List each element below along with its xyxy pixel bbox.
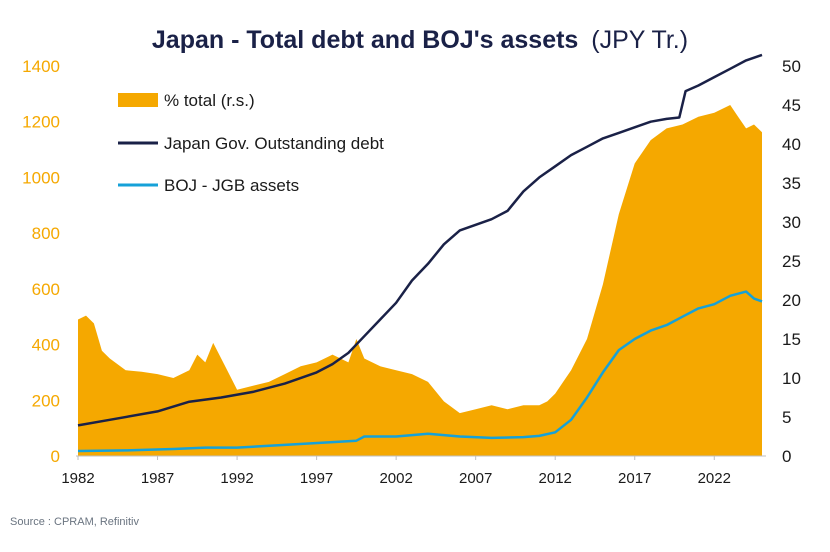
y-left-tick-label: 600 (32, 280, 60, 299)
line-series-layer (77, 53, 763, 453)
y-right-tick-label: 35 (782, 174, 801, 193)
y-right-tick-label: 50 (782, 57, 801, 76)
y-right-axis-ticks: 0 5 10 15 20 25 30 35 40 45 50 (782, 57, 801, 466)
y-right-tick-label: 5 (782, 408, 791, 427)
y-left-tick-label: 1400 (22, 57, 60, 76)
x-tick-label: 2007 (459, 470, 492, 487)
y-left-tick-label: 1000 (22, 168, 60, 187)
area-percent-total (78, 105, 762, 456)
source-note: Source : CPRAM, Refinitiv (10, 516, 139, 528)
x-tick-label: 1997 (300, 470, 333, 487)
x-tick-label: 1982 (61, 470, 94, 487)
y-right-tick-label: 20 (782, 291, 801, 310)
y-left-tick-label: 400 (32, 336, 60, 355)
chart-title-unit: (JPY Tr.) (591, 26, 688, 54)
y-left-axis-ticks: 0 200 400 600 800 1000 1200 1400 (22, 57, 60, 466)
x-tick-label: 2017 (618, 470, 651, 487)
x-tick-label: 1992 (220, 470, 253, 487)
y-left-tick-label: 200 (32, 391, 60, 410)
x-tick-label: 1987 (141, 470, 174, 487)
y-right-tick-label: 15 (782, 330, 801, 349)
legend-label-gov-debt: Japan Gov. Outstanding debt (164, 134, 384, 153)
legend-swatch-percent-total (118, 93, 158, 107)
y-right-tick-label: 0 (782, 447, 791, 466)
x-axis-ticks: 1982 1987 1992 1997 2002 2007 2012 2017 2022 (61, 456, 731, 487)
chart-title: Japan - Total debt and BOJ's assets (JPY… (152, 26, 688, 54)
legend-label-boj-assets: BOJ - JGB assets (164, 176, 299, 195)
line-gov-debt (77, 53, 763, 427)
y-right-tick-label: 30 (782, 213, 801, 232)
area-series-layer (78, 105, 762, 456)
x-tick-label: 2002 (379, 470, 412, 487)
y-right-tick-label: 40 (782, 135, 801, 154)
y-right-tick-label: 10 (782, 369, 801, 388)
x-tick-label: 2012 (539, 470, 572, 487)
y-left-tick-label: 1200 (22, 113, 60, 132)
line-boj-assets (77, 290, 763, 453)
y-left-tick-label: 0 (51, 447, 60, 466)
y-left-tick-label: 800 (32, 224, 60, 243)
legend: % total (r.s.) Japan Gov. Outstanding de… (118, 91, 384, 195)
chart-title-main: Japan - Total debt and BOJ's assets (152, 26, 578, 54)
y-right-tick-label: 45 (782, 96, 801, 115)
x-tick-label: 2022 (698, 470, 731, 487)
y-right-tick-label: 25 (782, 252, 801, 271)
legend-label-percent-total: % total (r.s.) (164, 91, 255, 110)
